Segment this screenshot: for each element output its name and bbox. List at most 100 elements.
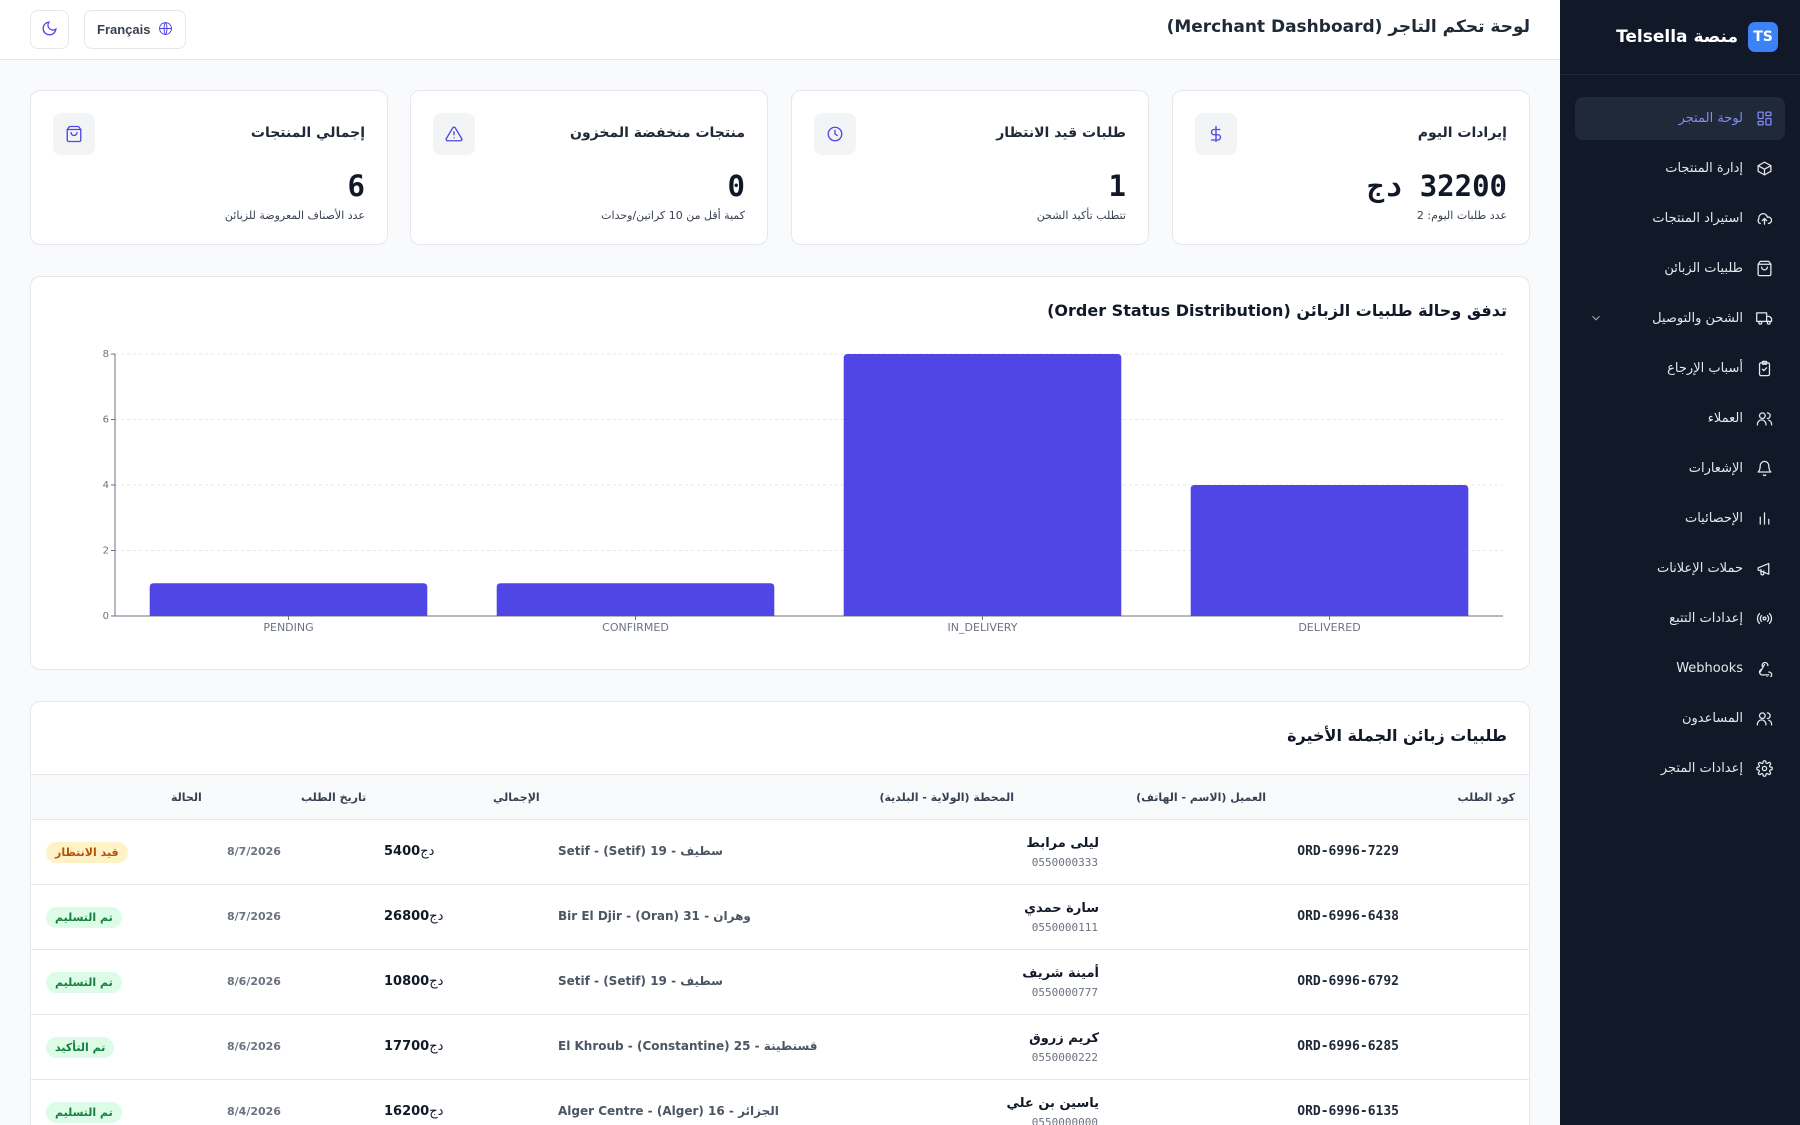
th-code: كود الطلب <box>1457 791 1515 804</box>
sidebar-item-9[interactable]: الإحصائيات <box>1575 497 1785 540</box>
customer-name: ليلى مرابط <box>1026 836 1099 851</box>
order-total: 5400دج <box>384 844 446 859</box>
sidebar-item-label: الإحصائيات <box>1684 511 1743 526</box>
order-total: 17700دج <box>384 1039 455 1054</box>
station: Setif - (Setif) سطيف - 19 <box>558 974 723 988</box>
order-code[interactable]: ORD-6996-7229 <box>1297 844 1399 859</box>
order-total: 26800دج <box>384 909 455 924</box>
top-bar: لوحة تحكم التاجر (Merchant Dashboard) Fr… <box>0 0 1560 60</box>
order-total: 16200دج <box>384 1104 455 1119</box>
order-code[interactable]: ORD-6996-6285 <box>1297 1039 1399 1054</box>
table-title: طلبيات زبائن الجملة الأخيرة <box>1287 726 1507 745</box>
y-tick-label: 6 <box>103 415 109 426</box>
order-date: 8/7/2026 <box>227 845 281 858</box>
sidebar-item-8[interactable]: الإشعارات <box>1575 447 1785 490</box>
sidebar-item-label: أسباب الإرجاع <box>1667 361 1743 376</box>
status-badge: تم التسليم <box>46 907 122 928</box>
total-amount: 26800 <box>384 909 430 924</box>
users-icon <box>1755 410 1773 428</box>
chart-title: تدفق وحالة طلبيات الزبائن (Order Status … <box>1047 301 1507 320</box>
sidebar-item-label: Webhooks <box>1676 661 1743 676</box>
brand[interactable]: TS منصة Telsella <box>1560 0 1800 75</box>
sidebar-item-3[interactable]: استيراد المنتجات <box>1575 197 1785 240</box>
total-amount: 10800 <box>384 974 430 989</box>
table-header: كود الطلب العميل (الاسم - الهاتف) المحطة… <box>31 774 1529 820</box>
th-date: تاريخ الطلب <box>301 791 367 804</box>
stat-title: إجمالي المنتجات <box>250 125 365 141</box>
customer-name: كريم زروق <box>1029 1031 1099 1046</box>
sidebar-item-5[interactable]: الشحن والتوصيل <box>1575 297 1785 340</box>
status-badge: تم التأكيد <box>46 1037 115 1058</box>
x-tick-label: IN_DELIVERY <box>948 621 1018 634</box>
sidebar-item-1[interactable]: لوحة المتجر <box>1575 97 1785 140</box>
radio-icon <box>1755 610 1773 628</box>
table-row[interactable]: ORD-6996-6285 كريم زروق 0550000222 El Khrou… <box>31 1015 1529 1080</box>
sidebar-item-11[interactable]: إعدادات التتبع <box>1575 597 1785 640</box>
order-code[interactable]: ORD-6996-6792 <box>1297 974 1399 989</box>
order-code[interactable]: ORD-6996-6438 <box>1297 909 1399 924</box>
globe-icon <box>158 21 173 39</box>
order-status-chart-card: تدفق وحالة طلبيات الزبائن (Order Status … <box>30 276 1530 670</box>
sidebar-item-label: المساعدون <box>1681 711 1743 726</box>
total-amount: 16200 <box>384 1104 430 1119</box>
sidebar-item-6[interactable]: أسباب الإرجاع <box>1575 347 1785 390</box>
language-switch-button[interactable]: Français <box>84 10 187 49</box>
sidebar-item-10[interactable]: حملات الإعلانات <box>1575 547 1785 590</box>
dashboard-icon <box>1755 110 1773 128</box>
recent-orders-card: طلبيات زبائن الجملة الأخيرة كود الطلب ال… <box>30 701 1530 1125</box>
table-row[interactable]: ORD-6996-6438 سارة حمدي 0550000111 Bir El D… <box>31 885 1529 950</box>
sidebar-item-label: إعدادات المتجر <box>1660 761 1743 776</box>
brand-logo: TS <box>1748 22 1778 52</box>
customer-phone: 0550000777 <box>1031 986 1098 999</box>
sidebar-item-label: إدارة المنتجات <box>1665 161 1743 176</box>
y-tick-label: 4 <box>103 480 109 491</box>
table-row[interactable]: ORD-6996-6792 أمينة شريف 0550000777 Setif -… <box>31 950 1529 1015</box>
sidebar-item-label: لوحة المتجر <box>1678 111 1743 126</box>
sidebar-item-label: إعدادات التتبع <box>1669 611 1743 626</box>
stat-card-low-stock: منتجات منخفضة المخزون 0 كمية أقل من 10 ك… <box>410 90 768 245</box>
stat-value: 0 <box>727 169 745 203</box>
bell-icon <box>1755 460 1773 478</box>
stat-subtitle: عدد طلبات اليوم: 2 <box>1416 209 1507 222</box>
sidebar-item-14[interactable]: إعدادات المتجر <box>1575 747 1785 790</box>
theme-toggle-button[interactable] <box>30 10 69 49</box>
customer-name: سارة حمدي <box>1024 901 1099 916</box>
sidebar-item-12[interactable]: Webhooks <box>1575 647 1785 690</box>
order-date: 8/6/2026 <box>227 1040 281 1053</box>
currency: دج <box>420 844 435 859</box>
sidebar-item-2[interactable]: إدارة المنتجات <box>1575 147 1785 190</box>
clipboard-icon <box>1755 360 1773 378</box>
sidebar-item-7[interactable]: العملاء <box>1575 397 1785 440</box>
y-tick-label: 0 <box>103 611 109 622</box>
table-row[interactable]: ORD-6996-6135 ياسين بن علي 0550000000 Alger… <box>31 1080 1529 1125</box>
total-amount: 5400 <box>384 844 421 859</box>
stat-title: طلبات قيد الانتظار <box>996 125 1126 141</box>
order-code[interactable]: ORD-6996-6135 <box>1297 1104 1399 1119</box>
table-row[interactable]: ORD-6996-7229 ليلى مرابط 0550000333 Setif -… <box>31 820 1529 885</box>
shopping-bag-icon <box>53 113 95 155</box>
bar-confirmed <box>496 583 775 616</box>
alert-triangle-icon <box>433 113 475 155</box>
language-label: Français <box>97 22 151 37</box>
sidebar-item-label: العملاء <box>1707 411 1743 426</box>
customer-phone: 0550000111 <box>1031 921 1098 934</box>
total-amount: 17700 <box>384 1039 430 1054</box>
stat-subtitle: تتطلب تأكيد الشحن <box>1036 209 1126 222</box>
sidebar-item-label: الشحن والتوصيل <box>1652 311 1743 326</box>
customer-phone: 0550000333 <box>1031 856 1098 869</box>
bar-in-delivery <box>843 354 1122 616</box>
sidebar-item-label: الإشعارات <box>1688 461 1743 476</box>
th-status: الحالة <box>171 791 202 804</box>
bar-delivered <box>1190 485 1469 616</box>
stat-title: منتجات منخفضة المخزون <box>570 125 745 141</box>
gear-icon <box>1755 760 1773 778</box>
sidebar-item-4[interactable]: طلبيات الزبائن <box>1575 247 1785 290</box>
customer-name: أمينة شريف <box>1022 966 1099 981</box>
sidebar-item-label: طلبيات الزبائن <box>1664 261 1743 276</box>
sidebar-item-13[interactable]: المساعدون <box>1575 697 1785 740</box>
moon-icon <box>41 20 58 40</box>
customer-phone: 0550000000 <box>1031 1116 1098 1125</box>
page-title: لوحة تحكم التاجر (Merchant Dashboard) <box>1166 17 1530 37</box>
chevron-down-icon[interactable] <box>1589 311 1603 329</box>
order-total: 10800دج <box>384 974 455 989</box>
